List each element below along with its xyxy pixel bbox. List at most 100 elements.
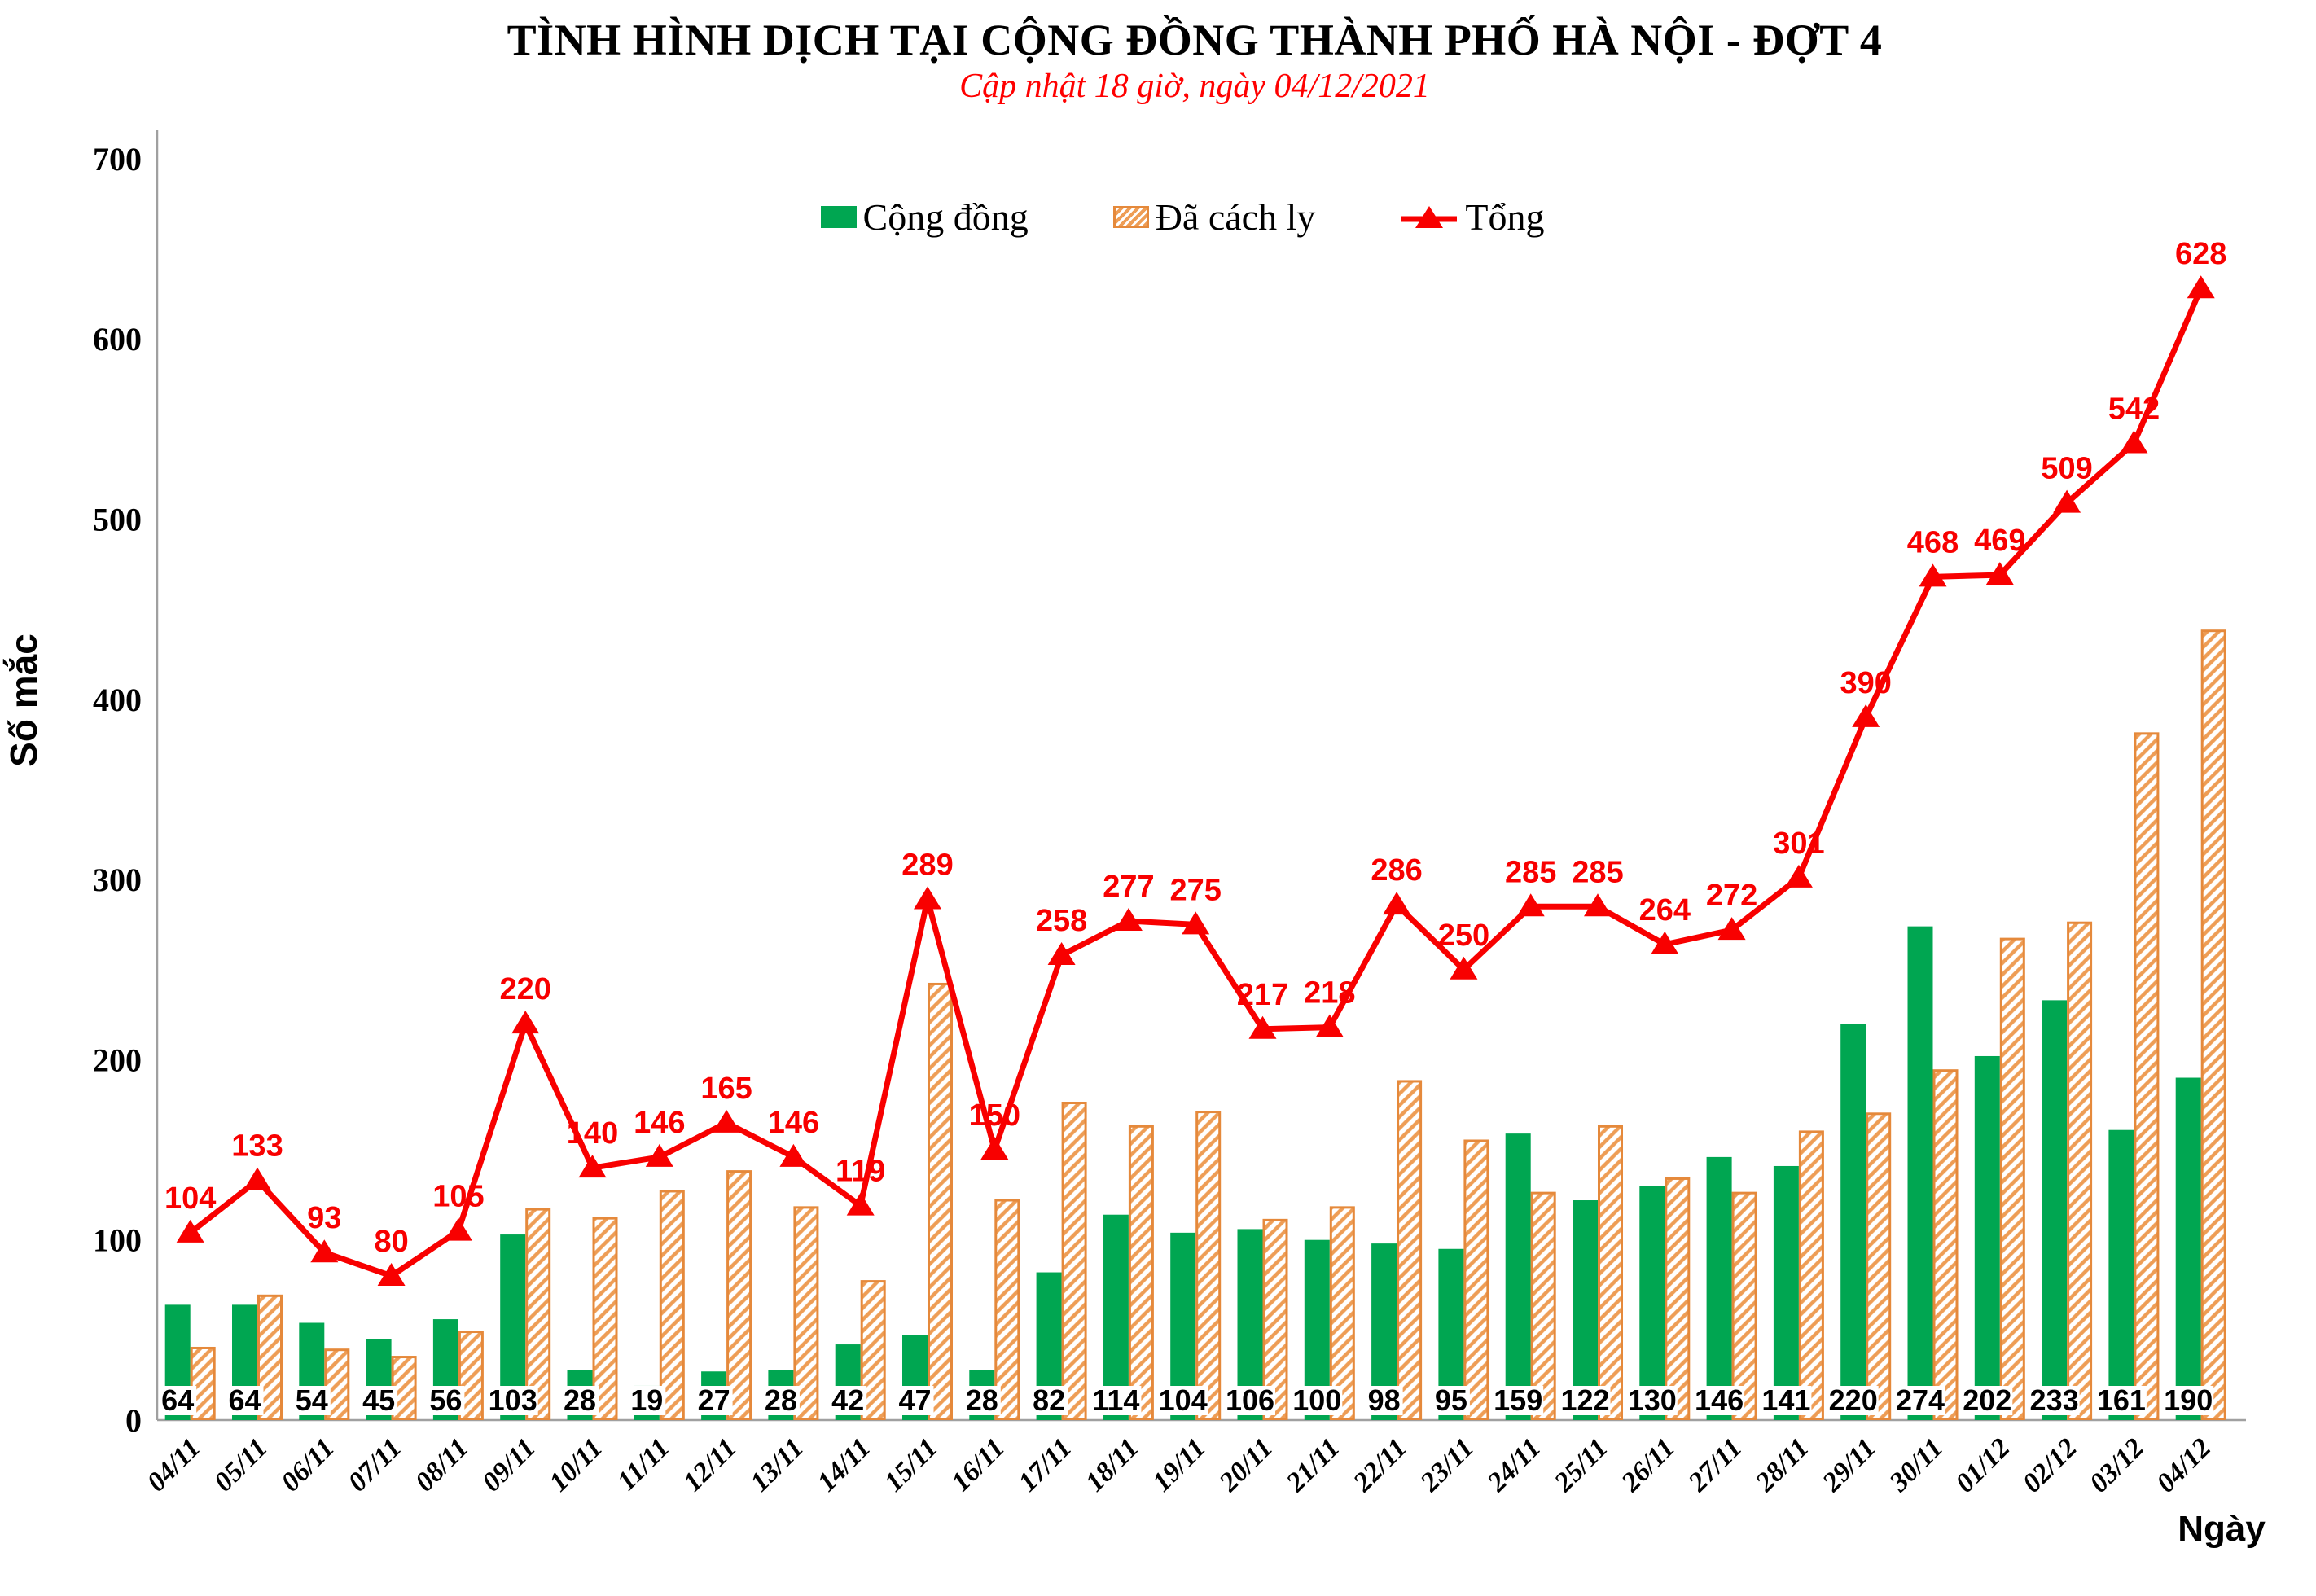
total-value-label: 390 (1840, 666, 1891, 700)
total-marker (980, 1137, 1009, 1160)
total-value-label: 80 (374, 1225, 408, 1259)
quarantine-bar (1932, 1069, 1959, 1420)
x-tick-date-label: 10/11 (544, 1432, 609, 1497)
total-value-label: 509 (2041, 452, 2092, 486)
x-tick-date-label: 24/11 (1481, 1432, 1546, 1497)
total-marker (1784, 864, 1813, 888)
x-tick-date-label: 20/11 (1213, 1432, 1279, 1497)
community-value-label: 98 (1368, 1383, 1401, 1417)
total-marker (1383, 892, 1411, 915)
community-value-label: 54 (296, 1383, 328, 1417)
total-value-label: 150 (969, 1098, 1020, 1133)
value-label-box (1090, 1386, 1142, 1415)
quarantine-bar (1128, 1125, 1154, 1420)
page-subtitle: Cập nhật 18 giờ, ngày 04/12/2021 (959, 68, 1430, 105)
value-label-box (1694, 1386, 1745, 1415)
quarantine-bar (1999, 937, 2025, 1420)
value-label-box (2095, 1386, 2147, 1415)
x-tick-date-label: 06/11 (275, 1432, 340, 1497)
total-value-label: 272 (1706, 879, 1757, 913)
community-bar (1974, 1055, 2000, 1420)
community-value-label: 114 (1092, 1383, 1139, 1417)
total-marker (1717, 917, 1746, 940)
community-bar (1103, 1214, 1129, 1420)
total-value-label: 93 (307, 1201, 341, 1235)
x-tick-date-label: 30/11 (1884, 1432, 1949, 1497)
total-value-label: 275 (1169, 873, 1221, 907)
community-value-label: 64 (228, 1383, 261, 1417)
value-label-box (427, 1386, 465, 1415)
quarantine-hatch-swatch-icon (1112, 206, 1149, 228)
quarantine-bar (2200, 629, 2226, 1420)
legend-label: Tổng (1465, 196, 1545, 238)
community-value-label: 47 (898, 1383, 931, 1417)
quarantine-bar (1397, 1080, 1423, 1421)
x-tick-date-label: 07/11 (343, 1432, 408, 1497)
value-label-box (761, 1386, 800, 1415)
y-tick-label: 100 (93, 1222, 142, 1259)
value-label-box (159, 1386, 197, 1415)
total-marker (1450, 956, 1478, 980)
total-value-label: 289 (901, 848, 953, 882)
total-marker (511, 1011, 540, 1034)
total-value-label: 468 (1907, 525, 1959, 559)
total-value-label: 250 (1438, 919, 1489, 953)
quarantine-bar (1665, 1177, 1691, 1420)
value-label-box (896, 1386, 934, 1415)
value-label-box (1292, 1386, 1343, 1415)
community-bar (1907, 926, 1933, 1420)
total-value-label: 285 (1572, 855, 1623, 889)
total-marker (1114, 907, 1143, 931)
community-value-label: 141 (1761, 1383, 1810, 1417)
value-label-box (1559, 1386, 1611, 1415)
community-value-label: 106 (1226, 1383, 1274, 1417)
quarantine-bar (1866, 1112, 1892, 1421)
total-value-label: 220 (499, 972, 550, 1006)
community-value-label: 130 (1628, 1383, 1677, 1417)
quarantine-bar (2067, 921, 2093, 1421)
community-value-label: 28 (564, 1383, 596, 1417)
community-value-label: 104 (1159, 1383, 1208, 1417)
value-label-box (1626, 1386, 1678, 1415)
quarantine-bar (1798, 1130, 1824, 1421)
quarantine-bar (1731, 1191, 1757, 1420)
y-axis-title: Số mắc (2, 634, 45, 767)
x-tick-date-label: 19/11 (1147, 1432, 1212, 1497)
y-tick-label: 300 (93, 862, 142, 898)
quarantine-bar (1463, 1139, 1489, 1420)
community-value-label: 220 (1829, 1383, 1878, 1417)
community-bar (2108, 1129, 2134, 1420)
x-tick-date-label: 04/12 (2151, 1432, 2217, 1498)
community-bar (1505, 1133, 1531, 1420)
total-value-label: 628 (2175, 237, 2226, 271)
value-label-box (1157, 1386, 1208, 1415)
total-value-label: 140 (567, 1116, 618, 1151)
x-tick-date-label: 02/12 (2017, 1432, 2083, 1498)
total-marker (1919, 563, 1947, 587)
total-marker (645, 1143, 673, 1167)
community-bar (1773, 1165, 1799, 1420)
quarantine-bar (1329, 1206, 1355, 1420)
value-label-box (226, 1386, 264, 1415)
total-marker (1584, 893, 1612, 917)
total-marker (1182, 911, 1210, 935)
total-marker (779, 1143, 808, 1167)
community-value-label: 45 (362, 1383, 395, 1417)
community-value-label: 146 (1695, 1383, 1744, 1417)
community-value-label: 82 (1033, 1383, 1065, 1417)
value-label-box (1432, 1386, 1470, 1415)
community-value-label: 95 (1435, 1383, 1467, 1417)
community-value-label: 202 (1963, 1383, 2011, 1417)
total-marker (444, 1217, 472, 1241)
chart-legend: Cộng đồng Đã cách ly Tổng (0, 195, 2316, 239)
legend-item-quarantined: Đã cách ly (1112, 195, 1315, 239)
x-tick-date-label: 21/11 (1280, 1432, 1345, 1497)
x-tick-date-label: 29/11 (1817, 1432, 1882, 1497)
community-bar (1706, 1156, 1732, 1420)
x-tick-date-label: 01/12 (1950, 1432, 2016, 1498)
total-value-label: 105 (432, 1180, 484, 1214)
total-value-label: 286 (1371, 853, 1422, 888)
total-line-marker-icon (1401, 205, 1458, 228)
total-value-label: 301 (1773, 826, 1824, 861)
community-value-label: 103 (489, 1383, 537, 1417)
